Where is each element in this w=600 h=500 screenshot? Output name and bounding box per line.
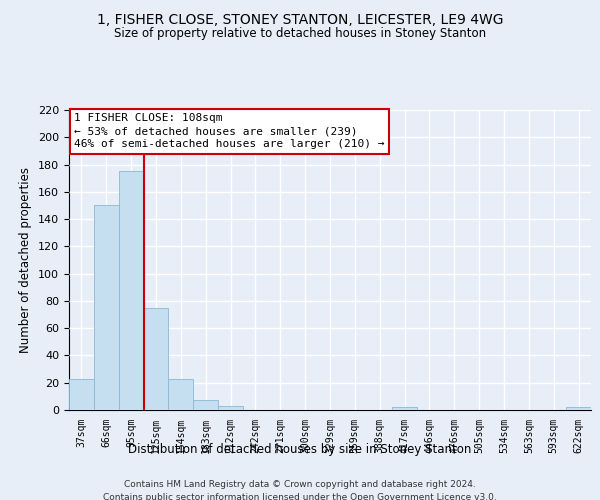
Bar xyxy=(193,400,218,410)
Bar xyxy=(218,406,243,410)
Text: 1 FISHER CLOSE: 108sqm
← 53% of detached houses are smaller (239)
46% of semi-de: 1 FISHER CLOSE: 108sqm ← 53% of detached… xyxy=(74,113,385,150)
Bar xyxy=(94,206,119,410)
Bar xyxy=(69,378,94,410)
Y-axis label: Number of detached properties: Number of detached properties xyxy=(19,167,32,353)
Bar xyxy=(169,378,193,410)
Text: Contains public sector information licensed under the Open Government Licence v3: Contains public sector information licen… xyxy=(103,492,497,500)
Text: 1, FISHER CLOSE, STONEY STANTON, LEICESTER, LE9 4WG: 1, FISHER CLOSE, STONEY STANTON, LEICEST… xyxy=(97,12,503,26)
Text: Size of property relative to detached houses in Stoney Stanton: Size of property relative to detached ho… xyxy=(114,28,486,40)
Bar xyxy=(119,172,143,410)
Text: Distribution of detached houses by size in Stoney Stanton: Distribution of detached houses by size … xyxy=(128,442,472,456)
Bar xyxy=(392,408,417,410)
Bar xyxy=(566,408,591,410)
Text: Contains HM Land Registry data © Crown copyright and database right 2024.: Contains HM Land Registry data © Crown c… xyxy=(124,480,476,489)
Bar xyxy=(143,308,169,410)
